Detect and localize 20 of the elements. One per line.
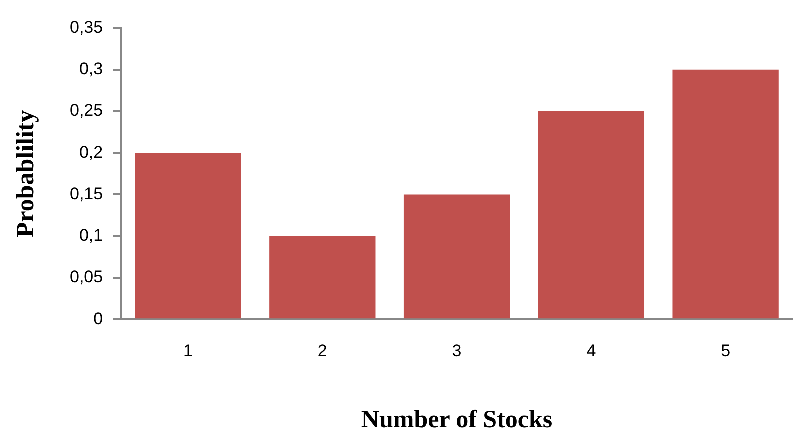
- bar: [672, 70, 779, 319]
- x-axis-title: Number of Stocks: [361, 406, 553, 434]
- x-tick-label: 4: [586, 341, 596, 360]
- bar: [404, 194, 510, 319]
- bar: [135, 153, 242, 319]
- y-tick-label: 0,35: [70, 18, 104, 37]
- y-axis-title: Probablility: [12, 110, 40, 238]
- bar: [270, 236, 376, 319]
- x-tick-label: 5: [721, 341, 731, 360]
- y-tick-label: 0: [94, 309, 104, 328]
- x-tick-label: 1: [184, 341, 194, 360]
- x-tick-label: 3: [452, 341, 462, 360]
- y-tick-label: 0,1: [79, 226, 104, 246]
- y-tick-label: 0,3: [79, 60, 104, 79]
- x-tick-label: 2: [318, 341, 328, 360]
- y-tick-label: 0,2: [79, 142, 104, 162]
- y-tick-label: 0,25: [70, 101, 104, 120]
- bar: [538, 111, 645, 319]
- y-tick-label: 0,15: [70, 184, 104, 204]
- y-tick-label: 0,05: [70, 268, 104, 287]
